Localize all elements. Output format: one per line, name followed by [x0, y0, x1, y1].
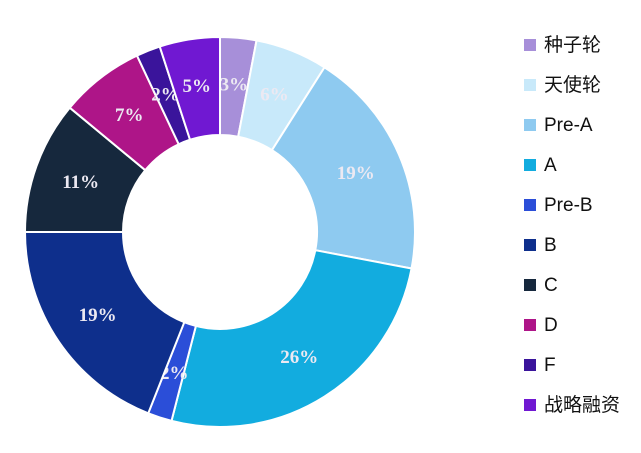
data-label: 26% [280, 347, 318, 368]
legend-swatch [524, 39, 536, 51]
legend-label: 天使轮 [544, 74, 602, 96]
chart-legend: 种子轮天使轮 Pre-A A Pre-B B C D F 战略融资 [524, 25, 620, 425]
data-label: 19% [79, 305, 117, 326]
data-label: 7% [115, 105, 144, 126]
legend-item: B [524, 225, 620, 265]
legend-swatch [524, 159, 536, 171]
data-label: 11% [62, 172, 99, 193]
legend-label: C [544, 274, 558, 296]
data-label: 19% [337, 163, 375, 184]
legend-item: 天使轮 [524, 65, 620, 105]
data-label: 5% [183, 76, 212, 97]
legend-swatch [524, 319, 536, 331]
legend-item: F [524, 345, 620, 385]
legend-label: Pre-B [544, 194, 593, 216]
legend-swatch [524, 199, 536, 211]
legend-item: Pre-A [524, 105, 620, 145]
legend-item: Pre-B [524, 185, 620, 225]
legend-label: F [544, 354, 556, 376]
pie-slice-战略融资 [158, 36, 221, 141]
data-label: 6% [260, 84, 289, 105]
legend-item: D [524, 305, 620, 345]
legend-label: 战略融资 [544, 394, 621, 416]
legend-swatch [524, 239, 536, 251]
legend-swatch [524, 119, 536, 131]
legend-item: 战略融资 [524, 385, 620, 425]
legend-label: B [544, 234, 557, 256]
data-label: 3% [220, 75, 249, 96]
legend-label: A [544, 154, 557, 176]
legend-item: 种子轮 [524, 25, 620, 65]
data-label: 2% [151, 84, 180, 105]
legend-item: A [524, 145, 620, 185]
pie-slice-B [24, 231, 186, 415]
legend-swatch [524, 279, 536, 291]
legend-label: D [544, 314, 558, 336]
pie-slice-Pre-A [270, 66, 416, 270]
pie-slice-A [170, 249, 413, 428]
legend-label: Pre-A [544, 114, 593, 136]
legend-swatch [524, 359, 536, 371]
legend-swatch [524, 399, 536, 411]
legend-label: 种子轮 [544, 34, 602, 56]
legend-swatch [524, 79, 536, 91]
legend-item: C [524, 265, 620, 305]
